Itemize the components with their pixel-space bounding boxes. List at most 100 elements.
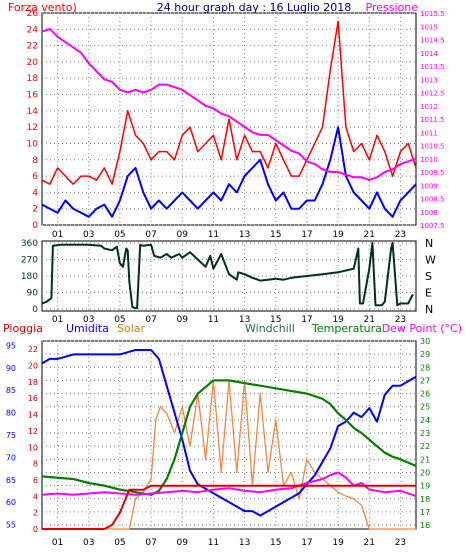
rain-tick-label: 2 — [33, 509, 38, 518]
pressure-tick-label: 1008.5 — [420, 196, 445, 204]
compass-label: W — [425, 254, 436, 267]
rain-tick-label: 4 — [33, 492, 38, 501]
temperature-tick-label: 18 — [420, 495, 430, 504]
rain-tick-label: 12 — [28, 427, 38, 436]
compass-label: N — [425, 303, 433, 316]
rain-tick-label: 8 — [33, 460, 38, 469]
hour-tick-label: 19 — [332, 538, 344, 548]
solar-label: Solar — [117, 322, 146, 335]
hour-tick-label: 13 — [239, 230, 250, 240]
windchill-label: Windchill — [245, 322, 295, 335]
pressure-tick-label: 1011.5 — [420, 116, 445, 124]
temperature-tick-label: 30 — [420, 337, 430, 346]
pressure-tick-label: 1009 — [420, 182, 438, 190]
pressure-tick-label: 1007.5 — [420, 222, 445, 230]
humidity-tick-label: 60 — [6, 498, 16, 507]
hour-tick-label: 19 — [332, 230, 344, 240]
pressure-tick-label: 1011 — [420, 129, 438, 137]
humidity-tick-label: 70 — [6, 453, 16, 462]
wind-tick-label: 14 — [27, 107, 39, 117]
pressure-tick-label: 1012 — [420, 103, 438, 111]
wind-tick-label: 16 — [27, 91, 39, 101]
pressure-axis-ticks: 1007.5 1008 1008.5 1009 1009.5 1010 1010.5 1011… — [420, 10, 445, 230]
pressure-tick-label: 1015 — [420, 23, 438, 31]
direction-tick-label: 360 — [21, 239, 38, 249]
wind-tick-label: 20 — [27, 58, 39, 68]
humidity-label: Umidita — [66, 322, 109, 335]
rain-tick-label: 0 — [33, 525, 38, 534]
hour-tick-label: 13 — [239, 538, 250, 548]
temperature-axis-ticks: 16 17 18 19 20 21 22 23 24 25 26 27 28 29 30 — [420, 337, 430, 530]
compass-label: N — [425, 237, 433, 250]
hour-tick-label: 23 — [395, 230, 406, 240]
hour-tick-label: 17 — [301, 538, 312, 548]
hour-tick-label: 05 — [114, 230, 125, 240]
compass-label: E — [425, 287, 432, 300]
hour-tick-label: 11 — [208, 538, 219, 548]
temperature-tick-label: 22 — [420, 442, 430, 451]
temperature-label: Temperatura — [311, 322, 382, 335]
pressure-tick-label: 1009.5 — [420, 169, 445, 177]
hour-tick-label: 17 — [301, 230, 312, 240]
hour-tick-label: 21 — [364, 230, 375, 240]
wind-tick-label: 12 — [27, 123, 38, 133]
hour-tick-label: 01 — [52, 538, 63, 548]
hour-tick-label: 17 — [301, 315, 312, 325]
pressure-tick-label: 1013 — [420, 76, 438, 84]
humidity-tick-label: 95 — [6, 341, 16, 350]
temperature-tick-label: 27 — [420, 376, 430, 385]
hour-tick-label: 07 — [145, 538, 156, 548]
pressure-tick-label: 1012.5 — [420, 90, 445, 98]
wind-tick-label: 26 — [27, 9, 39, 19]
hour-tick-label: 09 — [177, 315, 189, 325]
hour-tick-label: 15 — [270, 538, 281, 548]
hour-tick-label: 03 — [83, 538, 94, 548]
hour-tick-label: 11 — [208, 315, 219, 325]
humidity-tick-label: 85 — [6, 386, 16, 395]
hour-tick-label: 23 — [395, 538, 406, 548]
humidity-tick-label: 75 — [6, 431, 16, 440]
rain-tick-label: 16 — [28, 394, 38, 403]
temperature-tick-label: 24 — [420, 416, 430, 425]
rain-label: Pioggia — [3, 322, 43, 335]
rain-tick-label: 6 — [33, 476, 38, 485]
chart-title: 24 hour graph day : 16 Luglio 2018 — [157, 1, 352, 14]
hour-tick-label: 07 — [145, 230, 156, 240]
hour-tick-label: 09 — [177, 538, 189, 548]
wind-tick-label: 2 — [32, 205, 38, 215]
pressure-tick-label: 1008 — [420, 209, 438, 217]
wind-tick-label: 18 — [27, 74, 39, 84]
direction-tick-label: 180 — [21, 272, 38, 282]
wind-tick-label: 6 — [32, 172, 38, 182]
wind-tick-label: 0 — [32, 221, 38, 231]
humidity-tick-label: 65 — [6, 476, 16, 485]
humidity-axis-ticks: 556065707580859095 — [6, 341, 16, 529]
pressure-tick-label: 1014.5 — [420, 37, 445, 45]
wind-tick-label: 4 — [32, 188, 38, 198]
humidity-tick-label: 55 — [6, 521, 16, 530]
hour-tick-label: 11 — [208, 230, 219, 240]
wind-tick-label: 10 — [27, 139, 39, 149]
dewpoint-label: Dew Point (°C) — [382, 322, 462, 335]
hour-tick-label: 21 — [364, 538, 375, 548]
wind-tick-label: 22 — [27, 42, 38, 52]
pressure-tick-label: 1010 — [420, 156, 438, 164]
temperature-tick-label: 25 — [420, 403, 430, 412]
rain-tick-label: 18 — [28, 378, 38, 387]
temperature-tick-label: 29 — [420, 350, 430, 359]
pressure-tick-label: 1010.5 — [420, 143, 445, 151]
wind-tick-label: 8 — [32, 156, 38, 166]
rain-tick-label: 22 — [28, 345, 38, 354]
hour-tick-label: 07 — [145, 315, 156, 325]
temperature-tick-label: 16 — [420, 521, 430, 530]
humidity-tick-label: 90 — [6, 364, 16, 373]
temperature-tick-label: 23 — [420, 429, 430, 438]
pressure-tick-label: 1014 — [420, 50, 438, 58]
compass-label: S — [425, 270, 432, 283]
pressure-tick-label: 1015.5 — [420, 10, 445, 18]
hour-tick-label: 09 — [177, 230, 189, 240]
hour-tick-label: 01 — [52, 230, 63, 240]
wind-tick-label: 24 — [27, 25, 39, 35]
